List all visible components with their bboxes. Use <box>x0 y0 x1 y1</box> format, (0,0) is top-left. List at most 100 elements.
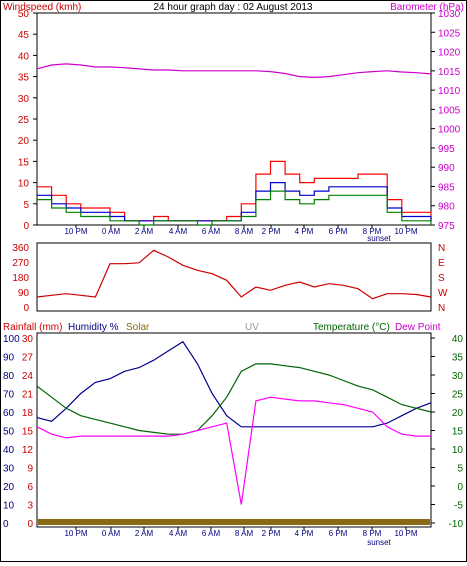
barometer-tick-label: 1000 <box>438 125 461 136</box>
rainfall-tick-label: 21 <box>22 390 34 401</box>
panel-wind-barometer: 24 hour graph day : 02 August 2013 Winds… <box>3 2 464 243</box>
rainfall-label: Rainfall (mm) <box>3 322 62 333</box>
windspeed-tick-label: 15 <box>18 157 30 168</box>
x-tick-label: 0 AM <box>102 227 121 236</box>
humidity-tick-label: 80 <box>3 371 15 382</box>
x-tick-label: 10 PM <box>394 227 417 236</box>
windspeed-tick-label: 10 <box>18 179 30 190</box>
barometer-tick-label: 985 <box>438 182 455 193</box>
barometer-tick-label: 1015 <box>438 67 461 78</box>
series-dew-point <box>36 396 431 505</box>
x-tick-label: 6 AM <box>202 529 221 538</box>
temperature-tick-label: 0 <box>457 482 463 493</box>
temperature-tick-label: 25 <box>452 390 464 401</box>
barometer-axis-label: Barometer (hPa) <box>390 2 464 13</box>
windspeed-tick-label: 50 <box>18 9 30 20</box>
humidity-tick-label: 40 <box>3 445 15 456</box>
temperature-tick-label: -5 <box>454 501 463 512</box>
compass-tick-label: S <box>438 273 445 284</box>
uv-label: UV <box>245 322 259 333</box>
rainfall-tick-label: 24 <box>22 371 34 382</box>
temperature-tick-label: 35 <box>452 353 464 364</box>
rainfall-tick-label: 12 <box>22 445 34 456</box>
windspeed-tick-label: 25 <box>18 115 30 126</box>
compass-tick-label: E <box>438 258 445 269</box>
x-tick-label: 4 PM <box>295 529 314 538</box>
humidity-label: Humidity % <box>68 322 119 333</box>
x-tick-label: 8 AM <box>235 529 254 538</box>
temperature-tick-label: 5 <box>457 464 463 475</box>
rainfall-tick-label: 9 <box>27 464 33 475</box>
windspeed-tick-label: 40 <box>18 51 30 62</box>
rainfall-tick-label: 27 <box>22 353 34 364</box>
barometer-tick-label: 995 <box>438 144 455 155</box>
humidity-tick-label: 20 <box>3 482 15 493</box>
humidity-tick-label: 90 <box>3 353 15 364</box>
x-tick-label: 8 AM <box>235 227 254 236</box>
direction-tick-label: 180 <box>12 273 29 284</box>
x-tick-label: 4 AM <box>169 529 188 538</box>
series-wind-direction <box>36 249 432 300</box>
direction-degree-ticks: 0 90 180 270 360 <box>12 243 29 314</box>
humidity-ticks: 0 10 20 30 40 50 60 70 80 90 100 <box>3 334 20 530</box>
windspeed-tick-label: 30 <box>18 94 30 105</box>
humidity-tick-label: 60 <box>3 408 15 419</box>
temperature-tick-label: -10 <box>449 519 464 530</box>
barometer-tick-label: 1005 <box>438 105 461 116</box>
compass-tick-label: W <box>438 288 448 299</box>
temperature-tick-label: 20 <box>452 408 464 419</box>
barometer-tick-label: 1030 <box>438 9 461 20</box>
panel-temp-frame <box>36 332 432 528</box>
solar-label: Solar <box>126 322 150 333</box>
rainfall-ticks: 0 3 6 9 12 15 18 21 24 27 30 <box>22 334 34 530</box>
panel3-series <box>36 340 432 525</box>
windspeed-ticks: 0 5 10 15 20 25 30 35 40 45 50 <box>18 9 37 232</box>
direction-tick-label: 0 <box>23 303 29 314</box>
panel3-x-ticks: 10 PM 0 AM 2 AM 4 AM 6 AM 8 AM 2 PM 4 PM 6 PM 8 P… <box>64 527 418 538</box>
humidity-tick-label: 0 <box>3 519 9 530</box>
temperature-tick-label: 15 <box>452 427 464 438</box>
windspeed-tick-label: 35 <box>18 73 30 84</box>
temperature-ticks: -10 -5 0 5 10 15 20 25 30 35 40 <box>431 334 463 530</box>
rainfall-tick-label: 15 <box>22 427 34 438</box>
x-tick-label: 8 PM <box>363 529 382 538</box>
x-tick-label: 2 PM <box>262 529 281 538</box>
barometer-tick-label: 990 <box>438 163 455 174</box>
compass-tick-label: N <box>438 303 445 314</box>
series-barometer-hpa- <box>36 63 432 79</box>
series-windspeed-gust-low <box>37 190 432 226</box>
windspeed-tick-label: 0 <box>23 221 29 232</box>
dew-point-label: Dew Point <box>395 322 441 333</box>
x-tick-label: 10 PM <box>394 529 417 538</box>
rainfall-tick-label: 0 <box>27 519 33 530</box>
panel2-series <box>36 249 432 300</box>
x-tick-label: 10 PM <box>64 227 87 236</box>
x-tick-label: 6 AM <box>202 227 221 236</box>
x-tick-label: 6 PM <box>329 227 348 236</box>
x-tick-label: 2 AM <box>135 227 154 236</box>
windspeed-tick-label: 45 <box>18 30 30 41</box>
x-tick-label: 0 AM <box>102 529 121 538</box>
x-tick-label: 2 PM <box>262 227 281 236</box>
windspeed-tick-label: 20 <box>18 136 30 147</box>
humidity-tick-label: 50 <box>3 427 15 438</box>
x-tick-label: 10 PM <box>64 529 87 538</box>
series-rainfall-band <box>38 519 430 525</box>
humidity-tick-label: 10 <box>3 501 15 512</box>
x-tick-label: 2 AM <box>135 529 154 538</box>
series-temperature-c- <box>36 363 432 435</box>
direction-tick-label: 270 <box>12 258 29 269</box>
humidity-tick-label: 100 <box>3 334 20 345</box>
compass-tick-label: N <box>438 243 445 254</box>
direction-tick-label: 90 <box>18 288 30 299</box>
series-windspeed-kmh- <box>37 160 432 222</box>
direction-tick-label: 360 <box>12 243 29 254</box>
sunset-label-bottom: sunset <box>367 538 391 547</box>
rainfall-tick-label: 30 <box>22 334 34 345</box>
panel1-series <box>36 63 432 226</box>
rainfall-tick-label: 18 <box>22 408 34 419</box>
panel1-x-ticks: 10 PM 0 AM 2 AM 4 AM 6 AM 8 AM 2 PM 4 PM 6 PM 8 P… <box>64 225 418 236</box>
